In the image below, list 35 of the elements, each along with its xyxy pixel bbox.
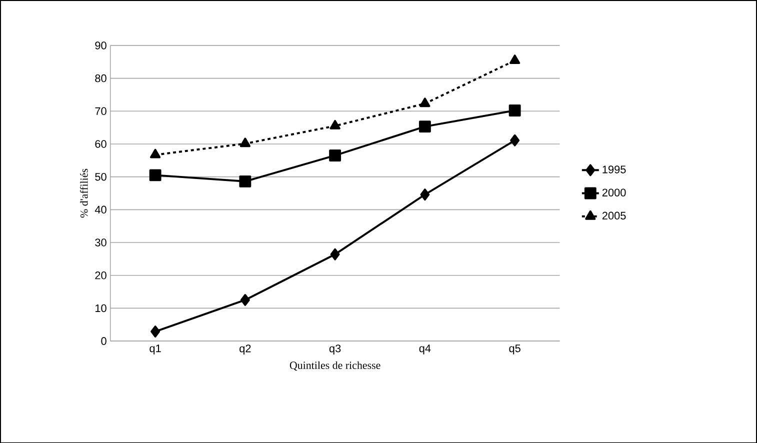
y-tick-label: 0 [101, 336, 106, 345]
point [329, 149, 342, 162]
x-tick-label: q1 [150, 344, 161, 354]
point [240, 137, 250, 147]
y-tick-label: 40 [94, 206, 106, 214]
point [330, 248, 340, 260]
y-tick-label: 80 [95, 74, 106, 82]
point [240, 294, 250, 306]
y-tick-label: 60 [95, 140, 106, 148]
point [420, 97, 430, 107]
point [420, 188, 430, 200]
legend-label: 2000 [602, 188, 626, 196]
x-tick-label: q4 [419, 344, 431, 354]
legend-label: 1995 [602, 165, 626, 174]
y-tick-label: 70 [95, 107, 106, 115]
x-tick-label: q2 [240, 344, 251, 354]
y-tick-label: 20 [95, 271, 106, 280]
y-tick-label: 30 [95, 238, 106, 246]
y-axis-title: % d'affiliés [80, 168, 88, 218]
y-tick-label: 50 [95, 172, 106, 180]
point [510, 134, 520, 146]
x-axis-title: Quintiles de richesse [290, 361, 380, 370]
x-tick-label: q3 [329, 344, 341, 354]
point [239, 175, 252, 188]
point [150, 325, 160, 338]
point [150, 148, 161, 158]
point [330, 120, 340, 130]
legend-label: 2005 [602, 212, 626, 220]
point [149, 169, 162, 181]
point [418, 120, 431, 132]
point [510, 54, 520, 64]
point [508, 104, 521, 116]
x-tick-label: q5 [509, 344, 520, 354]
y-tick-label: 90 [95, 41, 106, 50]
y-tick-label: 10 [95, 304, 106, 312]
